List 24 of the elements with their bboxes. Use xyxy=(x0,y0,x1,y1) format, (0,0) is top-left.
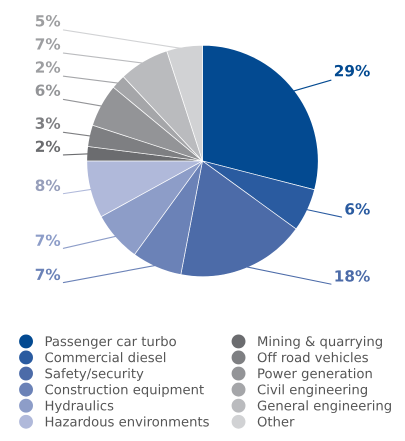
data-label: 6% xyxy=(36,84,60,96)
legend-label: Mining & quarrying xyxy=(258,336,382,349)
data-label: 2% xyxy=(36,140,60,152)
legend-label: Hydraulics xyxy=(46,400,114,414)
legend-label: Other xyxy=(258,416,294,427)
data-label: 2% xyxy=(36,61,60,73)
legend-label: General engineering xyxy=(258,400,391,414)
data-label: 7% xyxy=(36,234,60,246)
legend-label: Commercial diesel xyxy=(45,352,166,362)
legend-label: Passenger car turbo xyxy=(46,336,176,349)
legend-label: Off road vehicles xyxy=(258,352,368,362)
data-label: 18% xyxy=(335,270,370,282)
data-label: 6% xyxy=(345,203,370,215)
legend-label: Power generation xyxy=(258,368,372,381)
legend-label: Safety/security xyxy=(45,368,144,381)
legend-label: Civil engineering xyxy=(258,384,367,397)
data-label: 29% xyxy=(334,64,370,76)
legend-label: Hazardous environments xyxy=(46,416,209,427)
data-label: 5% xyxy=(36,15,60,27)
data-label: 8% xyxy=(36,180,60,192)
legend-label: Construction equipment xyxy=(45,384,204,397)
data-label: 7% xyxy=(36,268,60,280)
data-label: 7% xyxy=(36,38,60,50)
data-label: 3% xyxy=(36,117,60,129)
